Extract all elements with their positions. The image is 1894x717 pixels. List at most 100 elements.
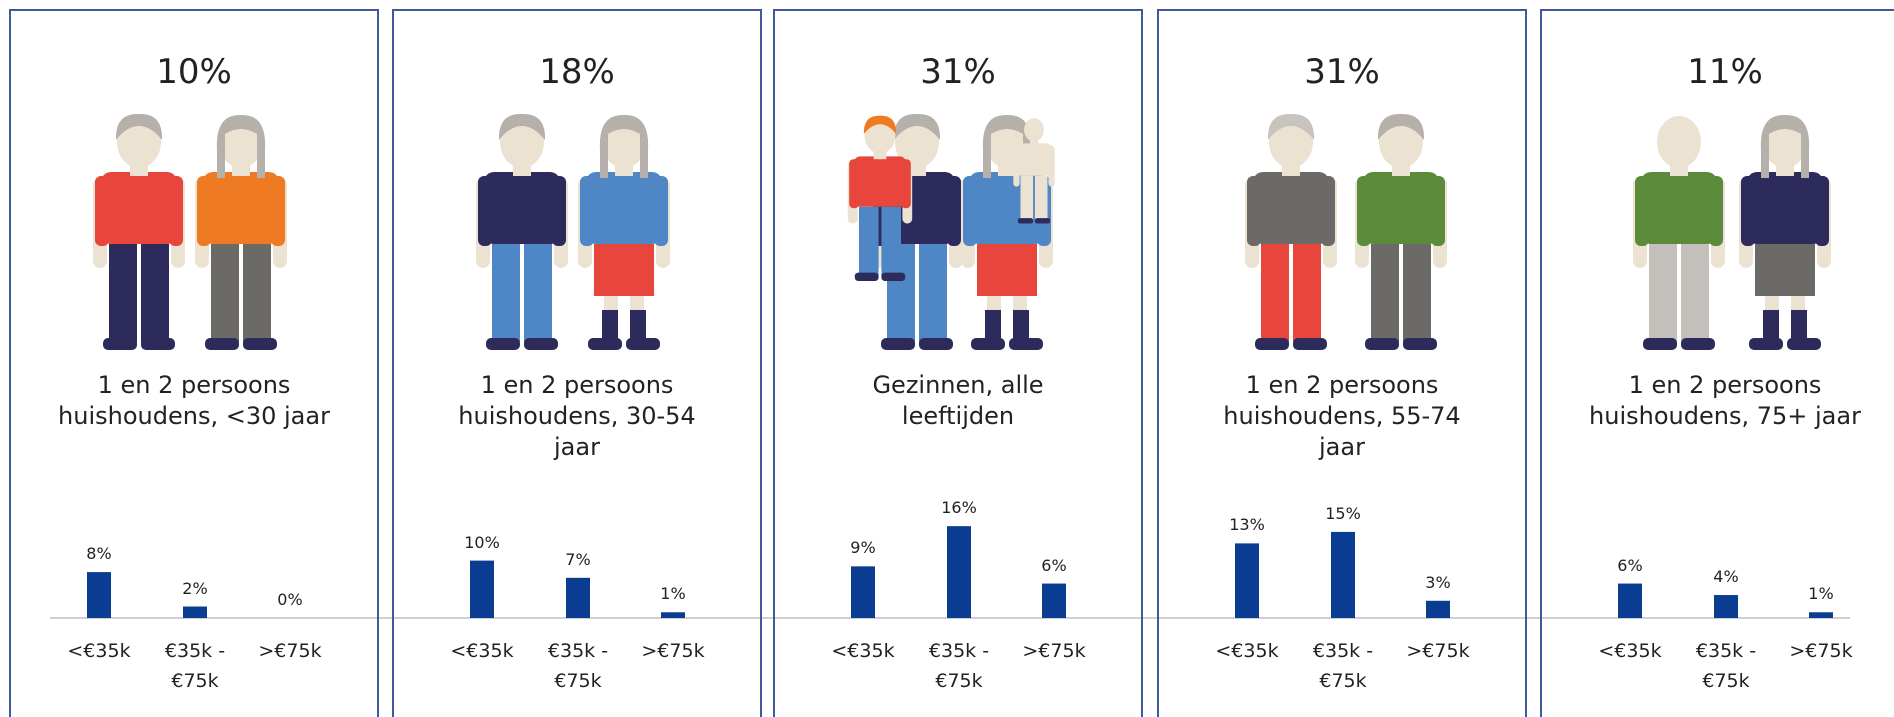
icon-part	[524, 338, 558, 350]
category-label: <€35k	[831, 640, 895, 662]
icon-part	[1020, 175, 1034, 220]
panel-title: 11%	[1687, 52, 1763, 92]
panel-subtitle: 1 en 2 persoons huishoudens, 75+ jaar	[1589, 371, 1861, 431]
icon-part	[947, 176, 961, 246]
bar	[1618, 583, 1642, 618]
value-label: 16%	[941, 498, 977, 518]
icon-part	[243, 244, 271, 342]
icon-part	[893, 113, 941, 140]
icon-part	[216, 114, 266, 178]
value-label: 6%	[1041, 555, 1067, 575]
icon-part	[1253, 172, 1329, 244]
icon-part	[103, 338, 137, 350]
icon-part	[1403, 244, 1431, 342]
icon-part	[977, 244, 1037, 296]
icon-part	[873, 148, 887, 160]
person-icon	[1245, 113, 1337, 350]
category-label: <€35k	[67, 640, 131, 662]
value-label: 8%	[86, 544, 112, 564]
category-label: >€75k	[641, 640, 705, 662]
icon-part	[552, 176, 566, 246]
icon-part	[901, 159, 911, 209]
icon-part	[1377, 113, 1425, 140]
icon-part	[1024, 118, 1044, 142]
bar	[1809, 612, 1833, 618]
icon-part	[1635, 176, 1649, 246]
icon-part	[115, 113, 163, 140]
value-label: 1%	[1808, 584, 1834, 604]
icon-part	[1247, 176, 1261, 246]
icon-part	[881, 338, 915, 350]
value-label: 9%	[850, 538, 876, 558]
icon-part	[243, 338, 277, 350]
icon-part	[1363, 172, 1439, 244]
person-icon	[1739, 114, 1831, 350]
icon-part	[205, 338, 239, 350]
panel-subtitle: Gezinnen, alle leeftijden	[872, 371, 1044, 431]
value-label: 1%	[660, 584, 686, 604]
icon-part	[1267, 113, 1315, 140]
panel-subtitle: 1 en 2 persoons huishoudens, 55-74 jaar	[1223, 371, 1461, 462]
person-icon	[195, 114, 287, 350]
icon-part	[141, 244, 169, 342]
category-label: €35k - €75k	[1312, 640, 1374, 693]
panel-border	[392, 9, 762, 717]
value-label: 13%	[1229, 515, 1265, 535]
icon-part	[484, 172, 560, 244]
icon-part	[1657, 116, 1701, 168]
bar	[1235, 543, 1259, 618]
icon-part	[859, 206, 879, 276]
icon-part	[1741, 176, 1755, 246]
icon-part	[271, 176, 285, 246]
bar	[947, 526, 971, 618]
icon-part	[1709, 176, 1723, 246]
icon-part	[854, 272, 879, 281]
icon-part	[95, 176, 109, 246]
bar	[1042, 583, 1066, 618]
panel-title: 31%	[1304, 52, 1380, 92]
icon-part	[1365, 338, 1399, 350]
icon-part	[971, 338, 1005, 350]
icon-part	[1034, 175, 1048, 220]
icon-part	[1787, 338, 1821, 350]
icon-part	[1047, 145, 1054, 177]
panel-title: 18%	[539, 52, 615, 92]
icon-part	[109, 244, 137, 342]
bar	[1331, 531, 1355, 618]
icon-part	[498, 113, 546, 140]
bar	[1714, 595, 1738, 618]
icon-part	[1760, 114, 1810, 178]
value-label: 10%	[464, 532, 500, 552]
icon-part	[1293, 338, 1327, 350]
value-label: 15%	[1325, 503, 1361, 523]
panel-title: 31%	[920, 52, 996, 92]
icon-part	[197, 176, 211, 246]
bar	[87, 572, 111, 618]
icon-part	[919, 244, 947, 342]
icon-part	[486, 338, 520, 350]
person-icon	[1633, 116, 1725, 350]
icon-part	[1791, 310, 1807, 344]
category-label: >€75k	[1789, 640, 1853, 662]
icon-part	[492, 244, 520, 342]
category-label: >€75k	[258, 640, 322, 662]
icon-part	[1013, 310, 1029, 344]
icon-part	[1641, 172, 1717, 244]
panel-subtitle: 1 en 2 persoons huishoudens, 30-54 jaar	[458, 371, 696, 462]
icon-part	[1431, 176, 1445, 246]
value-label: 6%	[1617, 555, 1643, 575]
icon-part	[1755, 244, 1815, 296]
person-icon	[1013, 118, 1055, 224]
panel-border	[9, 9, 379, 717]
icon-part	[588, 338, 622, 350]
category-label: >€75k	[1022, 640, 1086, 662]
icon-part	[1403, 338, 1437, 350]
icon-part	[853, 156, 907, 207]
icon-part	[1357, 176, 1371, 246]
icon-part	[594, 244, 654, 296]
panel-subtitle: 1 en 2 persoons huishoudens, <30 jaar	[58, 371, 330, 431]
person-icon	[476, 113, 568, 350]
bar	[566, 577, 590, 618]
category-label: <€35k	[450, 640, 514, 662]
